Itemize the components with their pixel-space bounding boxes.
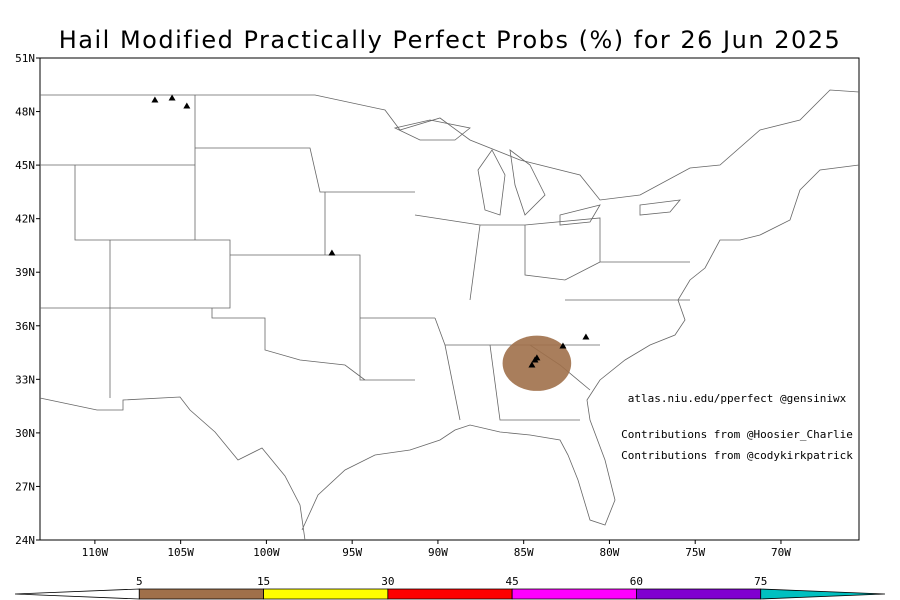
lat-tick-label: 33N (15, 373, 35, 386)
colorbar-segment (14, 588, 140, 600)
lon-tick-label: 110W (82, 546, 109, 559)
lat-tick-label: 24N (15, 534, 35, 547)
hail-report (528, 361, 536, 368)
probability-area (502, 335, 572, 391)
lon-tick-label: 85W (514, 546, 534, 559)
colorbar-segment (511, 588, 637, 600)
annotation: Contributions from @codykirkpatrick (621, 449, 853, 462)
hail-report (328, 249, 336, 256)
lon-tick-label: 75W (685, 546, 705, 559)
coastline (39, 164, 860, 541)
lon-tick-label: 95W (342, 546, 362, 559)
map-title: Hail Modified Practically Perfect Probs … (59, 26, 842, 54)
annotation: Contributions from @Hoosier_Charlie (621, 428, 853, 441)
lon-tick-label: 90W (428, 546, 448, 559)
colorbar-label: 15 (257, 575, 270, 588)
lat-tick-label: 39N (15, 266, 35, 279)
annotation: atlas.niu.edu/pperfect @gensiniwx (628, 392, 847, 405)
hail-report (183, 102, 191, 109)
colorbar-segment (138, 588, 264, 600)
lon-tick-label: 105W (167, 546, 194, 559)
lat-tick-label: 36N (15, 320, 35, 333)
map-frame (39, 57, 860, 541)
hail-report (582, 333, 590, 340)
colorbar-segment (760, 588, 886, 600)
colorbar-segment (636, 588, 762, 600)
colorbar-label: 75 (754, 575, 767, 588)
canada-border (40, 89, 860, 201)
colorbar-segment (387, 588, 513, 600)
hail-report (168, 94, 176, 101)
hail-report (559, 342, 567, 349)
lat-tick-label: 30N (15, 427, 35, 440)
lat-tick-label: 42N (15, 213, 35, 226)
hail-report (151, 96, 159, 103)
lat-tick-label: 48N (15, 106, 35, 119)
colorbar-label: 45 (506, 575, 519, 588)
lon-tick-label: 70W (771, 546, 791, 559)
colorbar-label: 5 (136, 575, 143, 588)
lon-tick-label: 100W (253, 546, 280, 559)
lon-tick-label: 80W (600, 546, 620, 559)
great-lakes (393, 119, 681, 226)
geography (39, 89, 860, 541)
colorbar-label: 60 (630, 575, 643, 588)
lat-tick-label: 51N (15, 52, 35, 65)
colorbar-segment (263, 588, 389, 600)
lat-tick-label: 45N (15, 159, 35, 172)
lat-tick-label: 27N (15, 480, 35, 493)
hail-report (533, 354, 541, 361)
colorbar-label: 30 (381, 575, 394, 588)
